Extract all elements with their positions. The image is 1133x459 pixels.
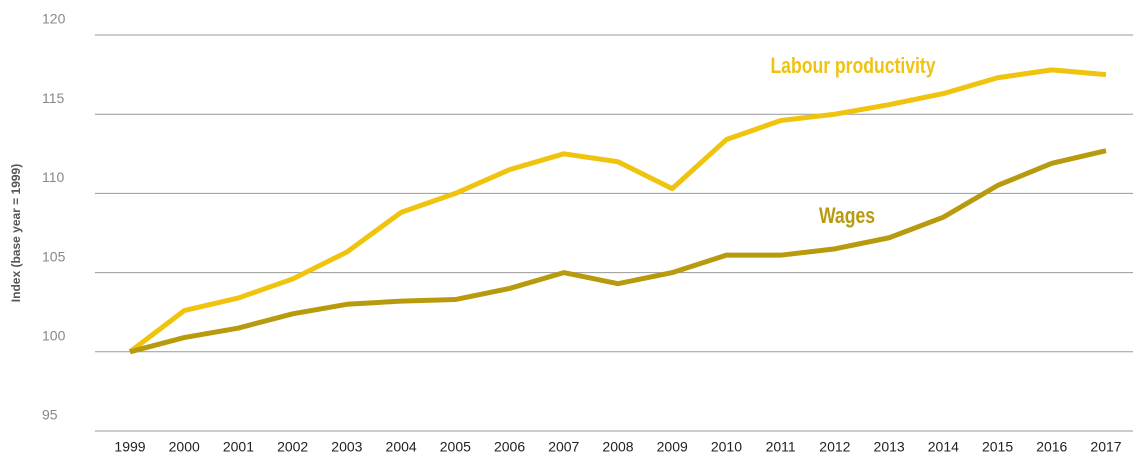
x-tick-label: 2000	[169, 439, 200, 455]
y-tick-label: 100	[42, 328, 66, 344]
x-tick-label: 2008	[602, 439, 633, 455]
y-tick-label: 120	[42, 11, 66, 27]
series-line	[129, 148, 1107, 355]
x-tick-label: 2007	[548, 439, 579, 455]
series-label: Labour productivity	[770, 54, 935, 78]
y-axis-label: Index (base year = 1999)	[9, 164, 23, 302]
y-tick-label: 115	[42, 90, 65, 106]
x-tick-label: 2015	[982, 439, 1013, 455]
x-tick-label: 2001	[223, 439, 254, 455]
x-tick-label: 2013	[874, 439, 905, 455]
x-tick-label: 2005	[440, 439, 471, 455]
y-tick-label: 110	[42, 169, 65, 185]
x-tick-label: 2011	[766, 439, 796, 455]
x-tick-label: 2017	[1090, 439, 1121, 455]
x-tick-label: 2014	[928, 439, 959, 455]
x-tick-label: 2010	[711, 439, 742, 455]
y-tick-label: 105	[42, 248, 66, 264]
x-tick-label: 2002	[277, 439, 308, 455]
x-tick-label: 2016	[1036, 439, 1067, 455]
x-tick-label: 2012	[819, 439, 850, 455]
y-tick-label: 95	[42, 407, 58, 423]
series-line	[128, 67, 1107, 354]
x-tick-label: 2009	[657, 439, 688, 455]
series-label: Wages	[819, 204, 875, 228]
x-tick-label: 1999	[114, 439, 145, 455]
x-tick-label: 2004	[386, 439, 417, 455]
x-tick-label: 2003	[331, 439, 362, 455]
x-tick-label: 2006	[494, 439, 525, 455]
